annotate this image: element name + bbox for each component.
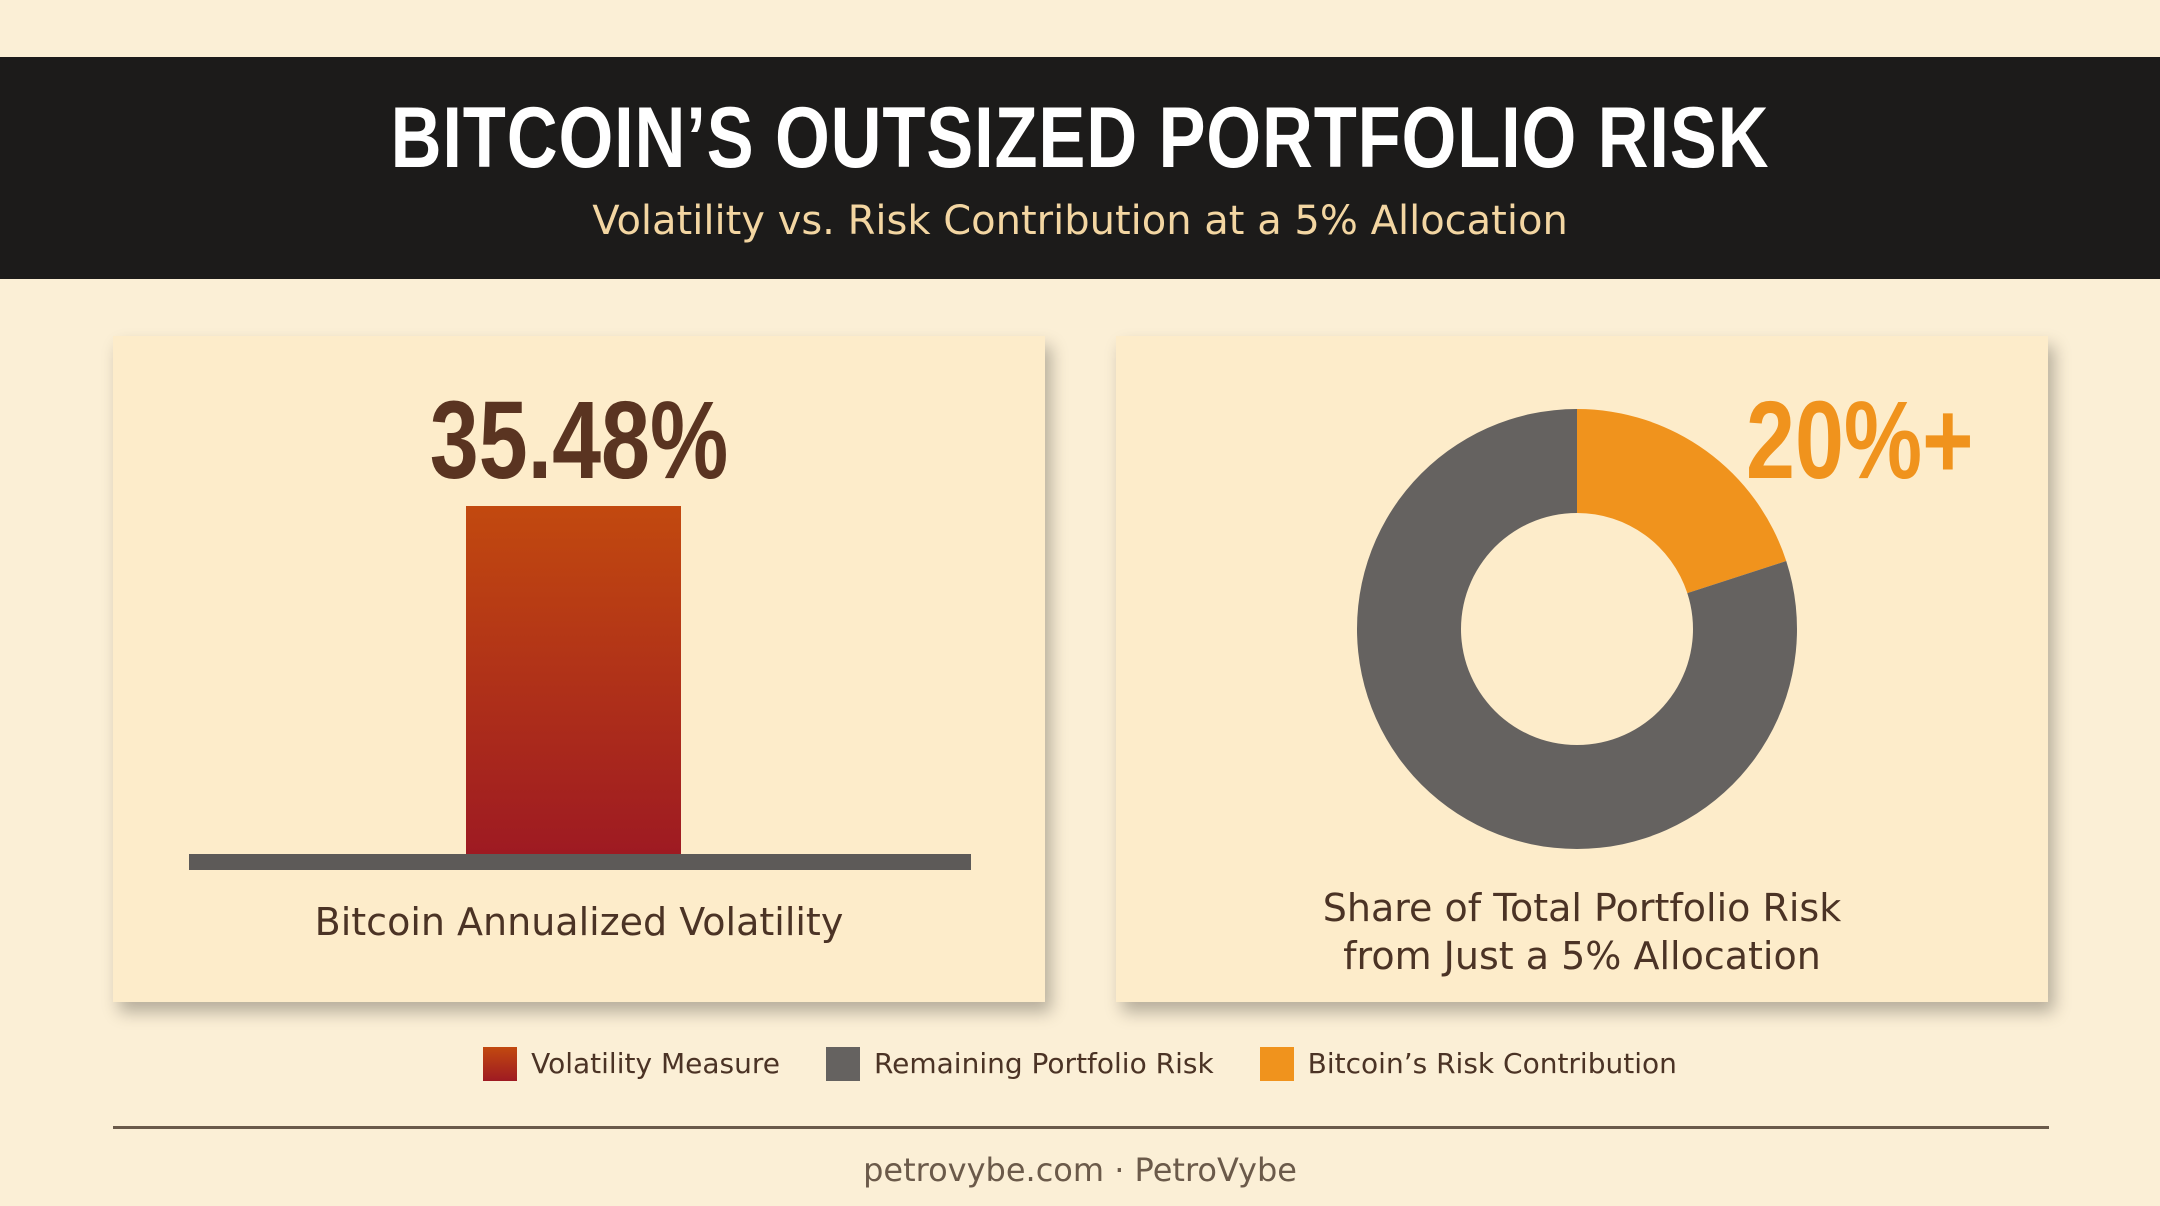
legend-label: Volatility Measure [531,1047,780,1080]
volatility-caption: Bitcoin Annualized Volatility [314,900,844,944]
footer-credit: petrovybe.com · PetroVybe [863,1151,1297,1189]
volatility-bar [466,506,681,854]
risk-share-value-label: 20%+ [1746,379,1974,502]
footer-divider [113,1126,2049,1129]
remaining-risk-slice [1357,409,1797,849]
bitcoin-risk-slice [1577,409,1787,594]
risk-share-caption: Share of Total Portfolio Risk from Just … [1116,884,2048,980]
legend-label: Remaining Portfolio Risk [873,1047,1214,1080]
legend-item-volatility: Volatility Measure [483,1046,780,1082]
volatility-bar-chart [189,506,971,870]
risk-share-donut-chart [1357,409,1797,849]
page-title: BITCOIN’S OUTSIZED PORTFOLIO RISK [390,90,1770,186]
risk-share-caption-line-2: from Just a 5% Allocation [1343,934,1821,978]
header-band [0,57,2160,279]
bar-baseline [189,854,971,870]
legend: Volatility Measure Remaining Portfolio R… [0,1046,2160,1082]
page-subtitle: Volatility vs. Risk Contribution at a 5%… [592,198,1568,244]
risk-share-caption-line-1: Share of Total Portfolio Risk [1322,886,1842,930]
bitcoin-swatch-icon [1259,1047,1294,1081]
legend-item-bitcoin: Bitcoin’s Risk Contribution [1259,1046,1677,1082]
volatility-card: 35.48% Bitcoin Annualized Volatility [113,336,1045,1002]
legend-label: Bitcoin’s Risk Contribution [1307,1047,1677,1080]
volatility-swatch-icon [483,1047,518,1081]
risk-share-card: 20%+ Share of Total Portfolio Risk from … [1116,336,2048,1002]
legend-item-remaining: Remaining Portfolio Risk [825,1046,1214,1082]
remaining-swatch-icon [825,1047,860,1081]
volatility-value-label: 35.48% [429,379,729,502]
